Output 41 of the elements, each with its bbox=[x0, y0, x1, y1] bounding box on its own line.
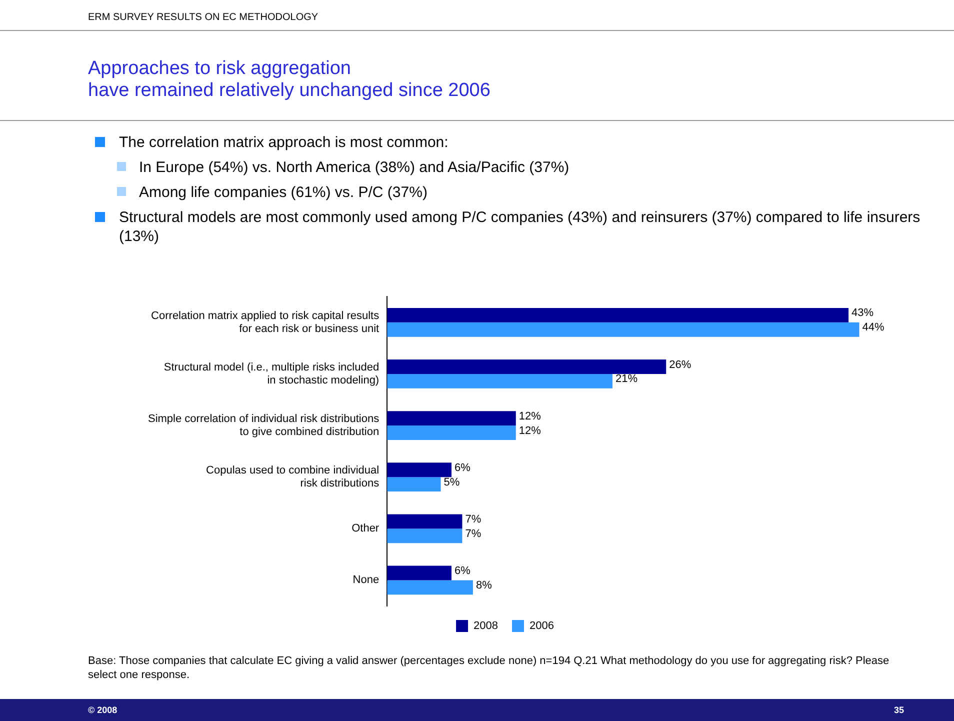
bar bbox=[387, 477, 441, 492]
bar bbox=[387, 566, 452, 580]
y-tick-label: None bbox=[352, 574, 380, 586]
data-label: 8% bbox=[476, 579, 492, 592]
bar bbox=[387, 528, 462, 544]
data-label: 21% bbox=[615, 373, 638, 386]
text: Structural models are most commonly used among P/C companies (43%) and reinsurers (37%) compared to life insurers (13%) bbox=[118, 208, 922, 246]
y-tick-label: Copulas used to combine individual risk distributions bbox=[206, 464, 380, 490]
data-label: 43% bbox=[852, 307, 874, 320]
chart-title: Approaches to risk aggregation have remained relatively unchanged since 2006 bbox=[88, 58, 490, 102]
data-label: 6% bbox=[454, 462, 471, 474]
data-label: 5% bbox=[444, 476, 460, 488]
bar bbox=[387, 514, 462, 529]
bar bbox=[387, 462, 452, 478]
bar bbox=[387, 411, 516, 426]
y-tick-label: Correlation matrix applied to risk capital results for each risk or business unit bbox=[151, 310, 380, 336]
text: © 2008 bbox=[88, 705, 118, 715]
data-label: 6% bbox=[454, 565, 471, 578]
text: ERM SURVEY RESULTS ON EC METHODOLOGY bbox=[88, 12, 318, 23]
y-tick-label: Structural model (i.e., multiple risks included in stochastic modeling) bbox=[164, 361, 380, 387]
legend-label: 2008 bbox=[474, 620, 498, 632]
bar bbox=[387, 322, 860, 337]
legend-label: 2006 bbox=[530, 620, 554, 632]
data-label: 7% bbox=[465, 513, 482, 526]
data-label: 12% bbox=[518, 410, 542, 422]
bar bbox=[387, 360, 666, 374]
bar bbox=[387, 374, 612, 388]
y-tick-label: Other bbox=[352, 522, 380, 535]
bar bbox=[387, 426, 516, 440]
data-label: 44% bbox=[862, 322, 885, 334]
text: 35 bbox=[894, 705, 904, 715]
y-tick-label: Simple correlation of individual risk distributions to give combined distribution bbox=[148, 412, 380, 438]
data-label: 12% bbox=[518, 424, 542, 437]
bar bbox=[387, 580, 473, 595]
data-label: 7% bbox=[465, 528, 482, 540]
text: In Europe (54%) vs. North America (38%) and Asia/Pacific (37%) bbox=[138, 158, 570, 177]
text: The correlation matrix approach is most common: bbox=[118, 133, 450, 152]
bar bbox=[387, 308, 849, 322]
data-label: 26% bbox=[669, 358, 692, 371]
text: Among life companies (61%) vs. P/C (37%) bbox=[138, 183, 428, 202]
text: Base: Those companies that calculate EC giving a valid answer (percentages exclude none) n=194 Q.21 What methodology do you use for aggregating risk? Please select one response. bbox=[88, 654, 890, 682]
